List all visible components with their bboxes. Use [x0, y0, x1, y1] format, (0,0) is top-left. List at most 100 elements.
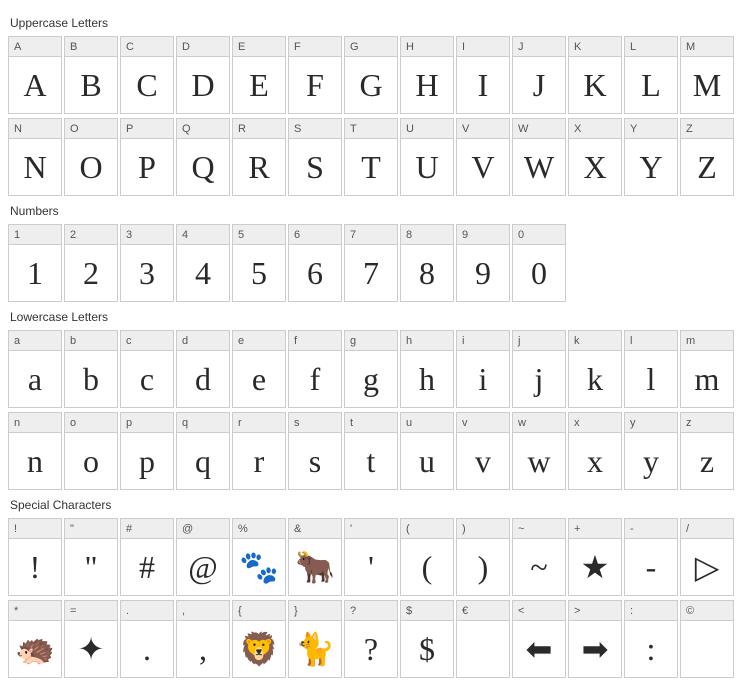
char-cell[interactable]: YY: [624, 118, 678, 196]
char-cell[interactable]: PP: [120, 118, 174, 196]
char-cell[interactable]: TT: [344, 118, 398, 196]
char-glyph: N: [9, 139, 61, 195]
char-cell[interactable]: uu: [400, 412, 454, 490]
char-label: Q: [177, 119, 229, 139]
char-cell[interactable]: II: [456, 36, 510, 114]
char-cell[interactable]: ??: [344, 600, 398, 678]
char-cell[interactable]: OO: [64, 118, 118, 196]
char-cell[interactable]: '': [344, 518, 398, 596]
char-cell[interactable]: ~~: [512, 518, 566, 596]
char-cell[interactable]: nn: [8, 412, 62, 490]
char-cell[interactable]: JJ: [512, 36, 566, 114]
char-cell[interactable]: pp: [120, 412, 174, 490]
char-cell[interactable]: 99: [456, 224, 510, 302]
char-label: J: [513, 37, 565, 57]
char-cell[interactable]: !!: [8, 518, 62, 596]
char-glyph: Z: [681, 139, 733, 195]
char-cell[interactable]: SS: [288, 118, 342, 196]
char-cell[interactable]: ::: [624, 600, 678, 678]
char-cell[interactable]: &🐂: [288, 518, 342, 596]
char-cell[interactable]: =✦: [64, 600, 118, 678]
char-cell[interactable]: 22: [64, 224, 118, 302]
char-cell[interactable]: ii: [456, 330, 510, 408]
char-cell[interactable]: BB: [64, 36, 118, 114]
char-cell[interactable]: rr: [232, 412, 286, 490]
char-cell[interactable]: %🐾: [232, 518, 286, 596]
char-label: p: [121, 413, 173, 433]
char-cell[interactable]: {🦁: [232, 600, 286, 678]
char-label: &: [289, 519, 341, 539]
char-row: AABBCCDDEEFFGGHHIIJJKKLLMM: [8, 36, 740, 114]
char-cell[interactable]: 88: [400, 224, 454, 302]
char-cell[interactable]: gg: [344, 330, 398, 408]
char-cell[interactable]: xx: [568, 412, 622, 490]
char-cell[interactable]: ,,: [176, 600, 230, 678]
char-cell[interactable]: hh: [400, 330, 454, 408]
char-cell[interactable]: --: [624, 518, 678, 596]
char-cell[interactable]: @@: [176, 518, 230, 596]
char-cell[interactable]: <⬅: [512, 600, 566, 678]
char-cell[interactable]: GG: [344, 36, 398, 114]
char-cell[interactable]: kk: [568, 330, 622, 408]
char-glyph: !: [9, 539, 61, 595]
char-cell[interactable]: VV: [456, 118, 510, 196]
char-glyph: i: [457, 351, 509, 407]
char-cell[interactable]: ee: [232, 330, 286, 408]
char-cell[interactable]: 55: [232, 224, 286, 302]
char-cell[interactable]: $$: [400, 600, 454, 678]
char-label: x: [569, 413, 621, 433]
char-cell[interactable]: ##: [120, 518, 174, 596]
char-cell[interactable]: KK: [568, 36, 622, 114]
char-cell[interactable]: mm: [680, 330, 734, 408]
char-cell[interactable]: )): [456, 518, 510, 596]
char-cell[interactable]: HH: [400, 36, 454, 114]
char-cell[interactable]: vv: [456, 412, 510, 490]
char-cell[interactable]: ff: [288, 330, 342, 408]
char-cell[interactable]: 44: [176, 224, 230, 302]
char-cell[interactable]: ZZ: [680, 118, 734, 196]
char-cell[interactable]: DD: [176, 36, 230, 114]
char-cell[interactable]: dd: [176, 330, 230, 408]
char-cell[interactable]: LL: [624, 36, 678, 114]
char-cell[interactable]: €: [456, 600, 510, 678]
char-cell[interactable]: ss: [288, 412, 342, 490]
char-cell[interactable]: ww: [512, 412, 566, 490]
char-cell[interactable]: yy: [624, 412, 678, 490]
char-cell[interactable]: }🐈: [288, 600, 342, 678]
char-cell[interactable]: ((: [400, 518, 454, 596]
char-cell[interactable]: ll: [624, 330, 678, 408]
char-cell[interactable]: NN: [8, 118, 62, 196]
char-cell[interactable]: WW: [512, 118, 566, 196]
char-cell[interactable]: CC: [120, 36, 174, 114]
char-cell[interactable]: 66: [288, 224, 342, 302]
char-cell[interactable]: UU: [400, 118, 454, 196]
char-cell[interactable]: +★: [568, 518, 622, 596]
char-cell[interactable]: AA: [8, 36, 62, 114]
char-cell[interactable]: FF: [288, 36, 342, 114]
char-cell[interactable]: aa: [8, 330, 62, 408]
char-cell[interactable]: /▷: [680, 518, 734, 596]
char-glyph: u: [401, 433, 453, 489]
char-cell[interactable]: ©: [680, 600, 734, 678]
char-cell[interactable]: MM: [680, 36, 734, 114]
char-cell[interactable]: RR: [232, 118, 286, 196]
char-cell[interactable]: oo: [64, 412, 118, 490]
char-cell[interactable]: "": [64, 518, 118, 596]
section-title: Uppercase Letters: [10, 16, 740, 30]
char-cell[interactable]: QQ: [176, 118, 230, 196]
char-cell[interactable]: 33: [120, 224, 174, 302]
char-cell[interactable]: zz: [680, 412, 734, 490]
char-cell[interactable]: 77: [344, 224, 398, 302]
char-cell[interactable]: bb: [64, 330, 118, 408]
char-cell[interactable]: *🦔: [8, 600, 62, 678]
char-cell[interactable]: 11: [8, 224, 62, 302]
char-cell[interactable]: XX: [568, 118, 622, 196]
char-cell[interactable]: ..: [120, 600, 174, 678]
char-cell[interactable]: EE: [232, 36, 286, 114]
char-cell[interactable]: qq: [176, 412, 230, 490]
char-cell[interactable]: 00: [512, 224, 566, 302]
char-cell[interactable]: >➡: [568, 600, 622, 678]
char-cell[interactable]: tt: [344, 412, 398, 490]
char-cell[interactable]: jj: [512, 330, 566, 408]
char-cell[interactable]: cc: [120, 330, 174, 408]
